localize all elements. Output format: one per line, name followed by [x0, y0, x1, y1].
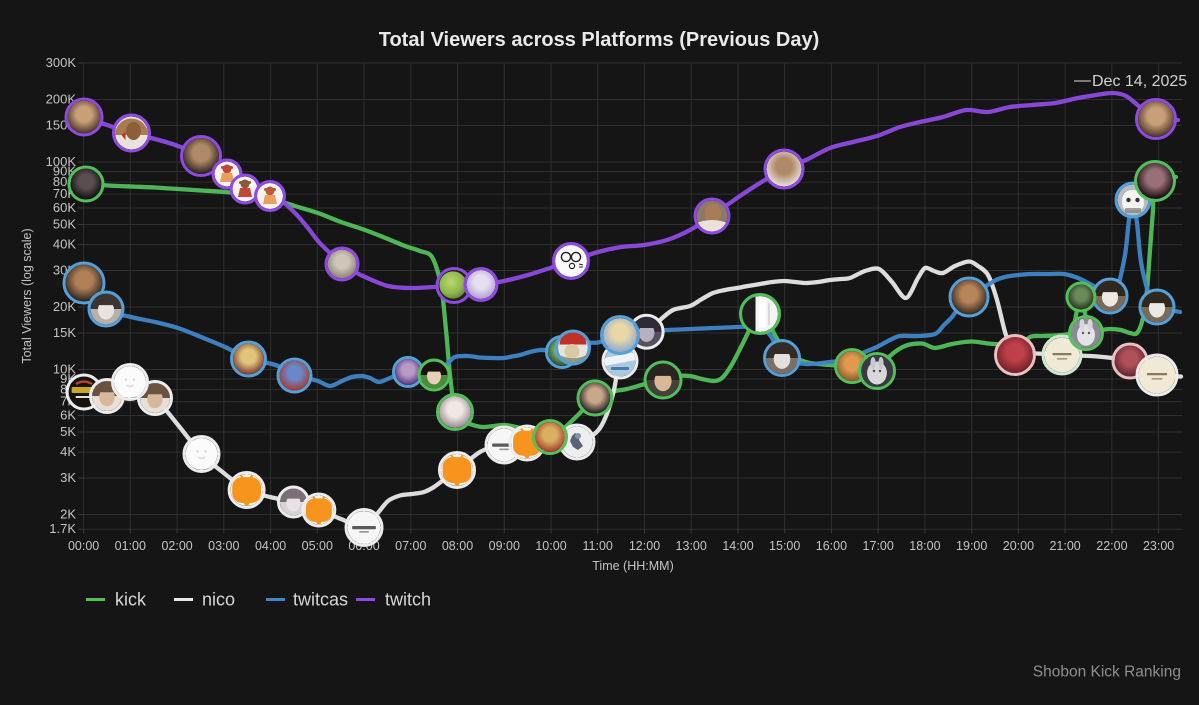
svg-text:03:00: 03:00: [208, 539, 239, 553]
svg-text:300K: 300K: [46, 55, 77, 70]
svg-text:15K: 15K: [53, 325, 76, 340]
svg-text:twitch: twitch: [385, 590, 431, 610]
svg-text:kick: kick: [115, 590, 147, 610]
svg-text:11:00: 11:00: [583, 539, 613, 553]
svg-text:09:00: 09:00: [489, 539, 520, 553]
svg-text:17:00: 17:00: [863, 539, 894, 553]
svg-text:13:00: 13:00: [676, 539, 707, 553]
svg-text:00:00: 00:00: [68, 539, 99, 553]
svg-text:10K: 10K: [53, 362, 76, 377]
svg-text:2K: 2K: [60, 507, 76, 522]
svg-text:3K: 3K: [60, 470, 76, 485]
svg-text:21:00: 21:00: [1049, 539, 1080, 553]
svg-text:60K: 60K: [53, 200, 76, 215]
svg-text:Shobon Kick Ranking: Shobon Kick Ranking: [1033, 664, 1181, 681]
svg-text:12:00: 12:00: [629, 539, 660, 553]
svg-text:19:00: 19:00: [956, 539, 987, 553]
svg-text:20K: 20K: [53, 299, 76, 314]
svg-text:15:00: 15:00: [769, 539, 800, 553]
svg-text:200K: 200K: [46, 92, 77, 107]
svg-text:100K: 100K: [46, 154, 77, 169]
svg-text:08:00: 08:00: [442, 539, 473, 553]
svg-text:Total Viewers (log scale): Total Viewers (log scale): [20, 228, 34, 363]
svg-text:02:00: 02:00: [161, 539, 192, 553]
svg-text:10:00: 10:00: [535, 539, 566, 553]
svg-text:1.7K: 1.7K: [49, 521, 76, 536]
svg-text:50K: 50K: [53, 217, 76, 232]
svg-text:18:00: 18:00: [909, 539, 940, 553]
svg-text:20:00: 20:00: [1003, 539, 1034, 553]
svg-text:05:00: 05:00: [302, 539, 333, 553]
svg-text:04:00: 04:00: [255, 539, 286, 553]
svg-text:16:00: 16:00: [816, 539, 847, 553]
svg-text:5K: 5K: [60, 424, 76, 439]
svg-text:twitcas: twitcas: [293, 590, 348, 610]
svg-text:Total Viewers across Platforms: Total Viewers across Platforms (Previous…: [379, 29, 820, 51]
svg-text:14:00: 14:00: [722, 539, 753, 553]
svg-text:6K: 6K: [60, 408, 76, 423]
svg-text:Dec 14, 2025: Dec 14, 2025: [1092, 73, 1187, 90]
svg-text:nico: nico: [202, 590, 235, 610]
svg-text:4K: 4K: [60, 444, 76, 459]
svg-text:40K: 40K: [53, 237, 76, 252]
svg-text:01:00: 01:00: [115, 539, 146, 553]
svg-text:22:00: 22:00: [1096, 539, 1127, 553]
svg-text:Time (HH:MM): Time (HH:MM): [592, 559, 673, 573]
svg-text:07:00: 07:00: [395, 539, 426, 553]
svg-text:23:00: 23:00: [1143, 539, 1174, 553]
